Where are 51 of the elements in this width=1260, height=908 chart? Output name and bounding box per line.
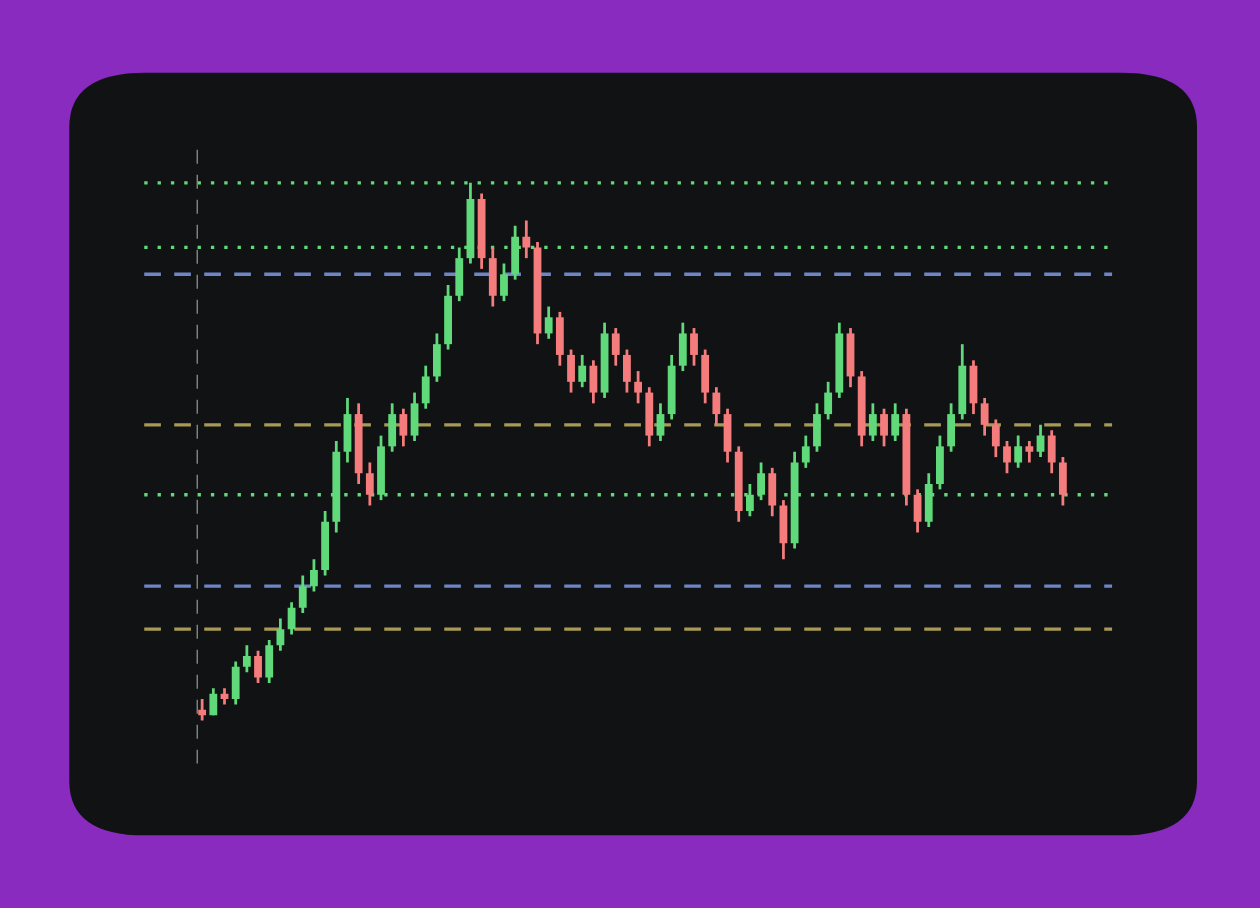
candlestick bbox=[544, 305, 553, 341]
candlestick bbox=[298, 574, 307, 615]
candlestick bbox=[868, 401, 877, 443]
candlestick bbox=[947, 401, 956, 454]
candlestick bbox=[1014, 434, 1023, 470]
candlestick bbox=[690, 326, 698, 368]
candlestick bbox=[388, 401, 397, 454]
candlestick bbox=[276, 617, 285, 653]
candlestick bbox=[1003, 439, 1011, 475]
candlestick bbox=[980, 396, 989, 437]
candlestick bbox=[254, 649, 262, 685]
candlestick bbox=[1025, 439, 1034, 464]
candlestick bbox=[399, 407, 408, 448]
candlestick bbox=[488, 245, 497, 308]
candlestick bbox=[611, 326, 620, 368]
candlestick bbox=[913, 487, 922, 534]
candlestick bbox=[410, 391, 419, 443]
candlestick bbox=[1058, 455, 1067, 507]
candlestick bbox=[522, 219, 531, 260]
candlestick bbox=[343, 396, 352, 464]
candlestick bbox=[209, 686, 218, 717]
candlestick bbox=[567, 348, 575, 394]
candlestick bbox=[813, 401, 821, 454]
candlestick bbox=[645, 385, 654, 448]
candlestick bbox=[991, 418, 1000, 459]
candlestick bbox=[634, 369, 643, 405]
candlestick bbox=[310, 557, 318, 593]
candlestick bbox=[1047, 428, 1056, 475]
candlestick bbox=[801, 434, 810, 470]
candlestick bbox=[589, 358, 598, 405]
candlestick bbox=[231, 660, 240, 706]
candlestick bbox=[265, 638, 274, 685]
candlestick bbox=[242, 643, 251, 674]
candlestick bbox=[432, 332, 441, 384]
candlestick bbox=[500, 262, 508, 303]
candlestick bbox=[623, 348, 631, 394]
candlestick bbox=[891, 401, 900, 443]
candlestick bbox=[421, 364, 430, 411]
candlestick bbox=[578, 353, 587, 389]
candlestick bbox=[701, 348, 710, 405]
candlestick bbox=[678, 321, 687, 373]
candlestick bbox=[768, 466, 777, 518]
candlestick bbox=[656, 401, 665, 443]
candlestick bbox=[712, 385, 721, 427]
candlestick bbox=[824, 380, 833, 421]
candlestick bbox=[198, 697, 207, 722]
candlestick bbox=[723, 407, 732, 464]
candlestick bbox=[936, 434, 944, 491]
candlestick bbox=[555, 310, 564, 368]
candlestick bbox=[880, 407, 888, 448]
candlestick bbox=[365, 461, 374, 507]
